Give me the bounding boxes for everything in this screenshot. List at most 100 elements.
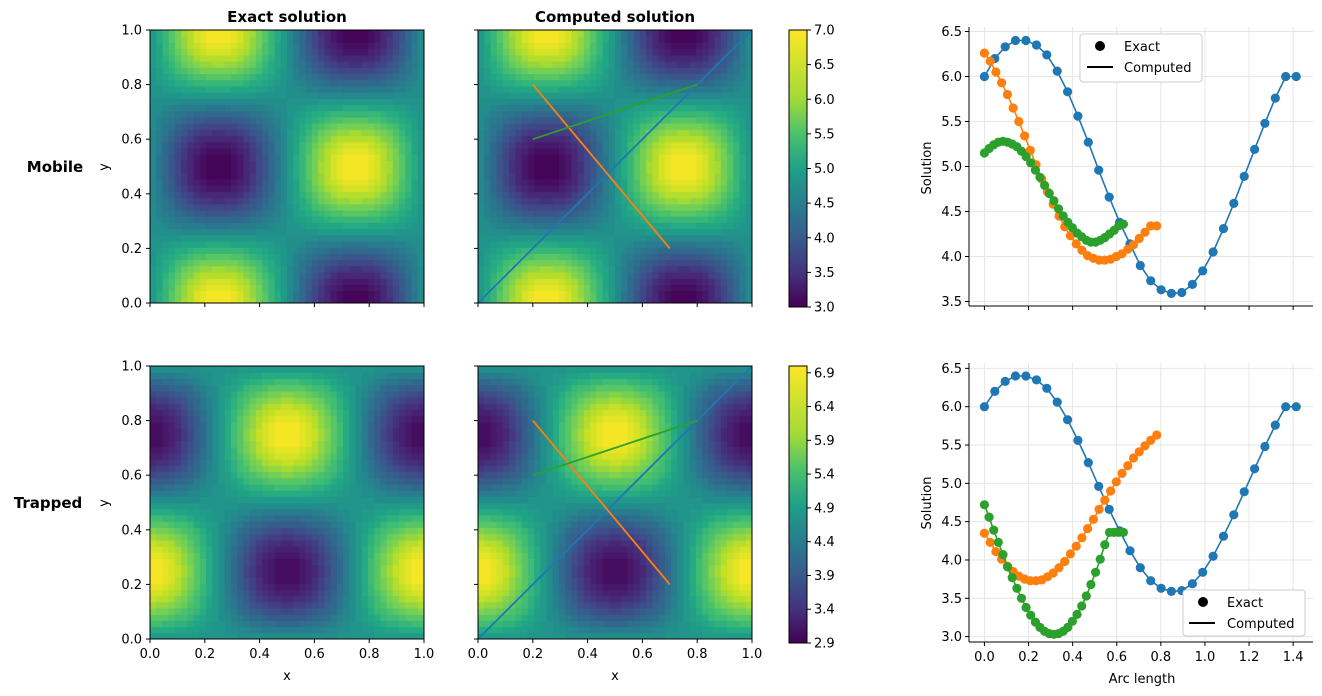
heatmap-cell (534, 185, 541, 192)
heatmap-cell (318, 290, 325, 298)
heatmap-cell (405, 296, 413, 303)
heatmap-cell (484, 110, 492, 118)
heatmap-cell (417, 135, 424, 143)
heatmap-cell (162, 576, 170, 584)
heatmap-cell (552, 296, 560, 303)
heatmap-cell (392, 79, 400, 87)
heatmap-cell (206, 434, 213, 442)
heatmap-cell (262, 178, 269, 186)
heatmap-cell (683, 79, 691, 87)
heatmap-cell (181, 502, 188, 510)
heatmap-cell (168, 284, 176, 292)
heatmap-cell (621, 141, 629, 149)
heatmap-cell (255, 384, 263, 392)
heatmap-cell (299, 589, 307, 597)
heatmap-cell (478, 79, 485, 87)
heatmap-cell (399, 42, 406, 50)
heatmap-cell (162, 409, 170, 417)
heatmap-cell (608, 197, 616, 205)
heatmap-cell (293, 104, 301, 112)
heatmap-cell (583, 160, 591, 168)
heatmap-cell (502, 178, 510, 186)
heatmap-cell (677, 296, 685, 303)
heatmap-cell (199, 428, 207, 435)
heatmap-cell (150, 209, 157, 217)
heatmap-cell (305, 222, 313, 230)
heatmap-cell (162, 452, 170, 460)
heatmap-cell (237, 502, 245, 510)
heatmap-cell (509, 178, 516, 186)
heatmap-cell (287, 620, 294, 628)
heatmap-cell (150, 135, 157, 143)
heatmap-cell (193, 79, 201, 87)
heatmap-cell (299, 85, 307, 93)
heatmap-cell (230, 521, 238, 528)
heatmap-cell (664, 197, 672, 205)
heatmap-cell (287, 558, 294, 566)
heatmap-cell (230, 539, 238, 547)
heatmap-cell (255, 459, 263, 466)
heatmap-cell (490, 247, 498, 254)
heatmap-cell (187, 595, 195, 603)
heatmap-cell (243, 141, 251, 149)
heatmap-cell (633, 67, 641, 75)
heatmap-cell (571, 247, 579, 254)
heatmap-cell (565, 185, 573, 192)
heatmap-cell (633, 92, 641, 99)
heatmap-cell (534, 234, 541, 242)
heatmap-cell (336, 191, 344, 199)
heatmap-cell (212, 216, 220, 223)
heatmap-cell (683, 278, 691, 285)
heatmap-cell (374, 85, 382, 93)
heatmap-cell (262, 583, 269, 590)
heatmap-cell (305, 527, 313, 535)
heatmap-cell (199, 446, 207, 454)
heatmap-cell (590, 92, 597, 99)
heatmap-cell (658, 178, 666, 186)
heatmap-cell (206, 421, 213, 429)
heatmap-cell (411, 30, 419, 37)
heatmap-cell (156, 620, 164, 628)
heatmap-cell (677, 92, 685, 99)
heatmap-cell (399, 116, 406, 124)
heatmap-cell (399, 259, 406, 267)
heatmap-cell (367, 79, 375, 87)
heatmap-cell (174, 589, 182, 597)
heatmap-cell (727, 98, 734, 106)
heatmap-cell (174, 632, 182, 639)
heatmap-cell (652, 296, 660, 303)
heatmap-cell (374, 216, 382, 223)
heatmap-cell (305, 67, 313, 75)
heatmap-cell (324, 240, 332, 248)
heatmap-cell (417, 79, 424, 87)
heatmap-cell (361, 73, 369, 81)
heatmap-cell (639, 30, 647, 37)
heatmap-cell (243, 259, 251, 267)
heatmap-cell (224, 440, 232, 448)
heatmap-cell (590, 61, 597, 68)
heatmap-cell (287, 48, 294, 56)
heatmap-cell (305, 98, 313, 106)
heatmap-cell (534, 61, 541, 68)
heatmap-cell (646, 296, 653, 303)
heatmap-cell (199, 552, 207, 559)
heatmap-cell (689, 123, 697, 130)
heatmap-cell (727, 278, 734, 285)
heatmap-cell (577, 160, 585, 168)
heatmap-cell (558, 129, 566, 137)
heatmap-cell (262, 209, 269, 217)
heatmap-cell (540, 265, 548, 273)
heatmap-cell (193, 545, 201, 553)
heatmap-cell (664, 172, 672, 180)
heatmap-cell (399, 98, 406, 106)
heatmap-cell (318, 240, 325, 248)
heatmap-cell (193, 502, 201, 510)
heatmap-cell (230, 564, 238, 572)
heatmap-cell (708, 79, 716, 87)
heatmap-cell (478, 191, 485, 199)
heatmap-cell (193, 209, 201, 217)
heatmap-cell (367, 234, 375, 242)
heatmap-cell (150, 290, 157, 298)
heatmap-cell (162, 527, 170, 535)
heatmap-cell (199, 284, 207, 292)
